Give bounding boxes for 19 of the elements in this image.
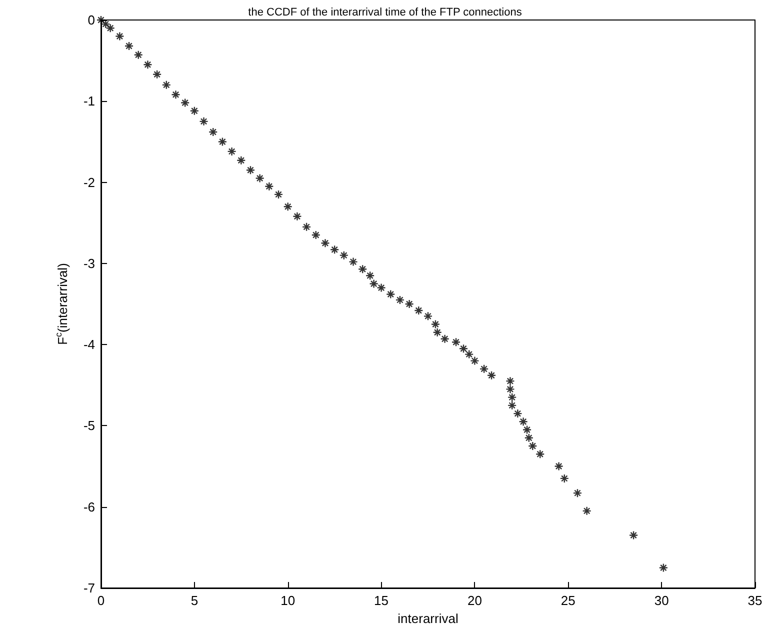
x-tick-label: 5	[190, 593, 198, 608]
x-axis-title: interarrival	[398, 610, 458, 626]
y-tick-label: -4	[83, 337, 95, 352]
x-tick-label: 25	[560, 593, 576, 608]
y-tick-label: -1	[83, 94, 95, 109]
x-tick-label: 30	[654, 593, 669, 608]
x-tick-label: 20	[467, 593, 482, 608]
y-tick-label: -5	[83, 418, 95, 434]
x-tick-label: 0	[97, 593, 105, 608]
y-tick-label: -6	[83, 499, 95, 514]
y-tick-label: -2	[83, 174, 95, 190]
y-tick-label: 0	[88, 12, 95, 28]
x-tick-label: 15	[374, 593, 389, 608]
chart-title: the CCDF of the interarrival time of the FTP connections	[248, 6, 522, 18]
y-tick-label: -7	[83, 580, 95, 596]
x-tick-label: 35	[748, 593, 762, 608]
y-tick-label: -3	[83, 256, 95, 271]
y-axis-title: Fc(interarrival)	[54, 263, 70, 345]
x-tick-label: 10	[280, 593, 296, 608]
